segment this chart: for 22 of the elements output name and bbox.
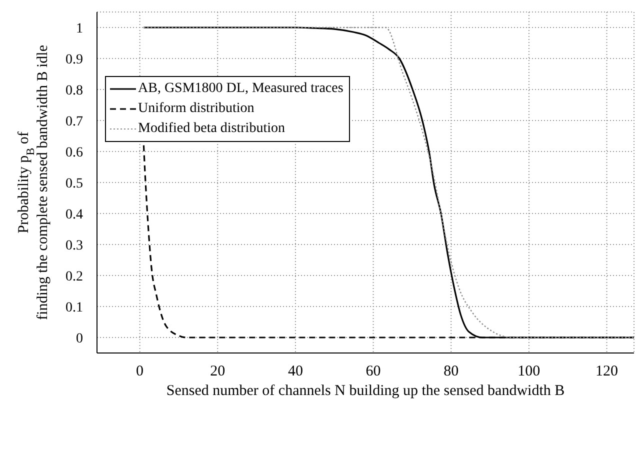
- x-tick-label: 40: [288, 364, 303, 380]
- x-tick-label: 80: [444, 364, 459, 380]
- y-tick-label: 0.7: [66, 114, 83, 130]
- y-tick-label: 0.3: [66, 238, 83, 254]
- y-tick-label: 1: [76, 21, 83, 36]
- x-tick-label: 20: [210, 364, 226, 380]
- y-tick-label: 0.8: [66, 83, 83, 98]
- y-tick-label: 0: [76, 331, 83, 346]
- y-tick-label: 0.9: [66, 52, 83, 68]
- x-tick-label: 100: [518, 364, 540, 380]
- x-axis-title: Sensed number of channels N building up the sensed bandwidth B: [166, 383, 565, 399]
- x-tick-label: 120: [596, 364, 618, 380]
- x-tick-label: 0: [136, 364, 144, 380]
- y-tick-label: 0.6: [66, 145, 83, 160]
- x-tick-label: 60: [366, 364, 381, 380]
- legend-label: Modified beta distribution: [138, 120, 285, 138]
- y-tick-label: 0.2: [66, 269, 83, 284]
- y-tick-label: 0.4: [66, 207, 83, 222]
- legend-label: Uniform distribution: [138, 100, 254, 118]
- legend-label: AB, GSM1800 DL, Measured traces: [138, 80, 344, 98]
- y-tick-label: 0.5: [66, 176, 83, 192]
- y-tick-label: 0.1: [66, 300, 83, 316]
